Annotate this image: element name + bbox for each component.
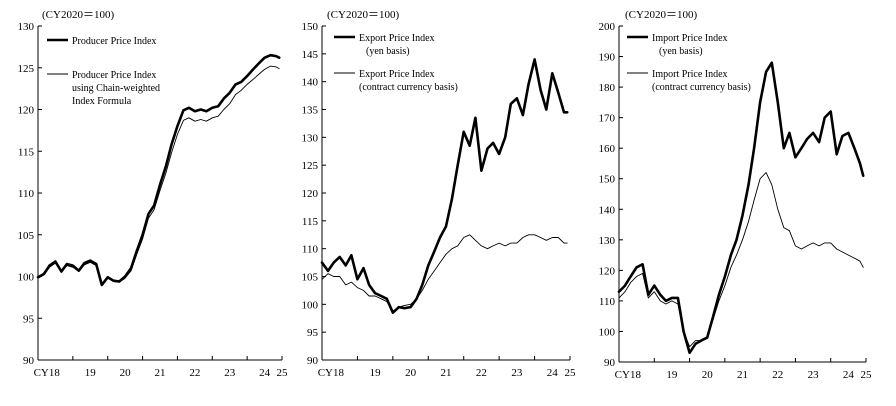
x-tick-label: 21: [155, 367, 166, 379]
x-tick-label: 19: [85, 367, 97, 379]
y-tick-label: 100: [599, 326, 616, 338]
x-tick-label: 24: [259, 367, 271, 379]
legend-label: Import Price Index: [652, 69, 728, 80]
y-tick-label: 125: [302, 160, 319, 172]
y-tick-label: 130: [18, 21, 35, 33]
y-tick-label: 110: [18, 188, 35, 200]
y-tick-label: 105: [18, 230, 35, 242]
x-tick-label: 25: [277, 367, 289, 379]
legend-label: using Chain-weighted: [72, 83, 160, 94]
y-tick-label: 125: [18, 63, 35, 75]
y-tick-label: 140: [302, 77, 319, 89]
x-tick-label: 21: [737, 369, 748, 381]
legend-label: Export Price Index: [359, 33, 435, 44]
x-tick-label: CY18: [615, 369, 642, 381]
x-tick-label: 23: [808, 369, 820, 381]
y-tick-label: 120: [18, 105, 35, 117]
x-tick-label: 20: [405, 367, 417, 379]
x-tick-label: CY18: [318, 367, 345, 379]
legend: Export Price Index (yen basis) Export Pr…: [334, 33, 458, 93]
y-tick-label: 120: [599, 265, 616, 277]
legend-label: Producer Price Index: [72, 70, 156, 81]
y-tick-label: 130: [599, 235, 616, 247]
y-tick-label: 160: [599, 143, 616, 155]
y-tick-label: 135: [302, 105, 319, 117]
x-tick-label: 19: [370, 367, 382, 379]
y-tick-label: 190: [599, 52, 616, 64]
y-tick-label: 95: [23, 313, 35, 325]
y-ticks: 90 100 110 120 130 140 150 160 170 180 190 200: [599, 21, 623, 369]
y-tick-label: 100: [18, 272, 35, 284]
y-tick-label: 95: [307, 327, 319, 339]
legend-label: (yen basis): [366, 46, 410, 57]
y-tick-label: 100: [302, 299, 319, 311]
x-tick-label: 22: [189, 367, 200, 379]
x-tick-label: 22: [772, 369, 783, 381]
legend-label: Producer Price Index: [72, 36, 156, 47]
series-line-primary: [617, 61, 865, 355]
y-tick-label: 170: [599, 113, 616, 125]
legend-label: Import Price Index: [652, 33, 728, 44]
legend-label: Index Formula: [72, 96, 132, 107]
y-tick-label: 140: [599, 204, 616, 216]
y-ticks: 90 95 100 105 110 115 120 125 130: [18, 21, 42, 367]
legend: Producer Price Index Producer Price Inde…: [47, 36, 160, 107]
y-tick-label: 90: [23, 355, 35, 367]
y-tick-label: 180: [599, 82, 616, 94]
y-tick-label: 200: [599, 21, 616, 33]
legend-label: (yen basis): [659, 46, 703, 57]
y-tick-label: 145: [302, 49, 319, 61]
x-tick-label: 20: [702, 369, 714, 381]
unit-label: (CY2020＝100): [327, 9, 399, 21]
x-tick-label: 20: [120, 367, 132, 379]
x-tick-label: 23: [224, 367, 236, 379]
chart-import-price-index: (CY2020＝100) 90 100 110 120 130 140 150 160 170 1…: [599, 9, 873, 381]
x-tick-label: 21: [441, 367, 452, 379]
y-tick-label: 120: [302, 188, 319, 200]
y-tick-label: 90: [307, 355, 319, 367]
series-line-secondary: [321, 234, 568, 312]
x-tick-label: 24: [547, 367, 559, 379]
series-line-secondary: [618, 172, 864, 348]
y-tick-label: 90: [604, 357, 616, 369]
unit-label: (CY2020＝100): [42, 9, 114, 21]
y-ticks: 90 95 100 105 110 115 120 125 130 135 140 145 150: [302, 21, 326, 367]
y-tick-label: 115: [18, 146, 35, 158]
chart-export-price-index: (CY2020＝100) 90 95 100 105 110 115 120 125 130 13…: [302, 9, 577, 379]
series-lines: [320, 58, 569, 315]
x-tick-label: 25: [861, 369, 873, 381]
x-ticks: CY18 19 20 21 22 23 24 25: [615, 358, 872, 381]
chart-producer-price-index: (CY2020＝100) 90 95 100 105 110 115 120 125 130 C…: [18, 9, 289, 379]
y-tick-label: 110: [302, 244, 319, 256]
x-tick-label: 24: [843, 369, 855, 381]
y-tick-label: 150: [599, 174, 616, 186]
legend-label: (contract currency basis): [652, 82, 751, 93]
x-tick-label: CY18: [34, 367, 61, 379]
series-line-primary: [36, 53, 281, 287]
x-tick-label: 25: [565, 367, 577, 379]
y-tick-label: 110: [599, 296, 616, 308]
x-tick-label: 22: [476, 367, 487, 379]
x-ticks: CY18 19 20 21 22 23 24 25: [318, 356, 576, 379]
series-lines: [36, 53, 281, 287]
unit-label: (CY2020＝100): [625, 9, 697, 21]
x-tick-label: 19: [666, 369, 678, 381]
legend: Import Price Index (yen basis) Import Pr…: [627, 33, 751, 93]
x-ticks: CY18 19 20 21 22 23 24 25: [34, 356, 288, 379]
x-tick-label: 23: [511, 367, 523, 379]
y-tick-label: 115: [302, 216, 319, 228]
y-tick-label: 150: [302, 21, 319, 33]
y-tick-label: 105: [302, 272, 319, 284]
series-line-primary: [320, 58, 569, 315]
legend-label: Export Price Index: [359, 69, 435, 80]
legend-label: (contract currency basis): [359, 82, 458, 93]
y-tick-label: 130: [302, 132, 319, 144]
series-line-secondary: [37, 65, 280, 287]
series-lines: [617, 61, 865, 355]
